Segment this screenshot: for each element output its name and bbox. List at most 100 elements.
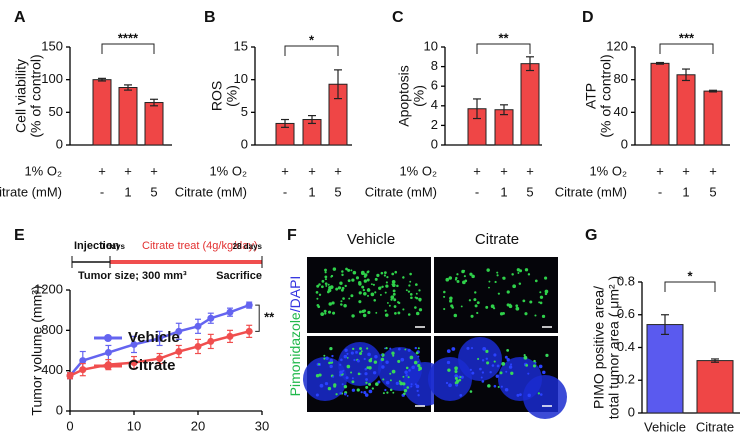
condition-value: 1 [682,184,689,199]
stain-dot [324,271,327,274]
stain-dot [385,360,389,364]
stain-dot [517,272,520,274]
stain-dot [445,381,449,385]
y-tick-label: 50 [49,104,63,119]
stain-dot [415,283,418,286]
condition-label: 1% O₂ [589,163,627,178]
stain-dot [446,360,451,365]
panel-letter: G [585,227,597,244]
stain-dot [335,287,339,291]
condition-value: + [281,163,289,178]
stain-dot [329,285,334,289]
stain-dot [389,347,392,350]
y-axis-label: PIMO positive area/ [591,286,607,409]
micrograph [307,257,431,333]
stain-dot [529,300,533,304]
stain-dot [339,370,343,375]
stain-dot [523,355,528,360]
y-tick-label: 0 [241,136,248,151]
stain-dot [410,296,413,300]
stain-dot [407,290,411,293]
y-tick-label: 150 [41,38,63,53]
stain-dot [343,304,347,308]
stain-dot [405,374,408,377]
condition-value: - [283,184,287,199]
stain-dot [512,284,517,289]
stain-dot [417,364,421,368]
stain-dot [370,283,373,286]
stain-dot [351,278,355,282]
bar [118,87,138,146]
stain-dot [470,347,474,350]
stain-dot [325,284,328,287]
stain-dot [327,386,332,391]
stain-dot [383,274,387,277]
stain-dot [417,360,420,363]
error-bar [682,68,690,82]
stain-dot [399,381,403,386]
stain-dot [389,372,392,375]
stain-dot [347,268,351,272]
stain-dot [323,309,327,313]
stain-dot [499,312,504,316]
point [66,372,74,380]
stain-dot [404,348,407,351]
stain-dot [348,297,351,300]
stain-dot [476,301,480,305]
stain-label-part: Pimonidazole [287,312,303,396]
stain-dot [397,347,401,351]
stain-dot [506,349,510,352]
stain-dot [351,388,356,392]
stain-dot [343,384,348,389]
point [156,334,164,342]
stain-dot [487,384,491,388]
stain-dot [381,285,384,288]
stain-dot [321,285,324,289]
point [79,366,87,374]
stain-dot [502,276,505,279]
stain-dot [341,383,344,386]
stain-dot [358,300,362,304]
stain-dot [539,301,543,305]
significance-bracket [284,45,339,56]
x-tick-label: 0 [66,418,73,433]
y-tick-label: 4 [431,97,438,112]
stain-dot [407,348,411,352]
stain-dot [454,369,458,374]
stain-dot [417,394,420,397]
stain-dot [449,299,453,303]
condition-label: 1% O₂ [24,163,62,178]
stain-dot [327,283,330,286]
significance-bracket [659,43,714,54]
y-tick-label: 0.8 [617,273,635,288]
condition-value: 1 [124,184,131,199]
stain-dot [339,286,342,289]
stain-dot [495,374,499,378]
stain-dot [379,293,382,296]
stain-dot [523,354,526,357]
significance-bracket [664,281,716,292]
stain-dot [493,384,497,388]
stain-dot [357,372,361,376]
condition-label: Citrate (mM) [365,184,437,199]
stain-dot [359,347,363,351]
stain-dot [402,308,405,311]
stain-dot [366,278,370,282]
stain-dot [418,299,422,302]
stain-dot [370,292,375,297]
stain-dot [315,374,320,378]
y-tick-label: 800 [41,322,63,337]
stain-dot [451,347,456,351]
stain-dot [317,305,321,309]
point [79,357,87,365]
stain-dot [403,388,408,393]
series-line [69,303,250,377]
stain-dot [525,364,529,367]
y-tick-label: 80 [614,71,628,86]
stain-dot [360,270,365,275]
y-tick-label: 0 [628,404,635,419]
stain-dot [372,371,377,375]
stain-dot [318,283,321,286]
stain-dot [368,358,373,363]
